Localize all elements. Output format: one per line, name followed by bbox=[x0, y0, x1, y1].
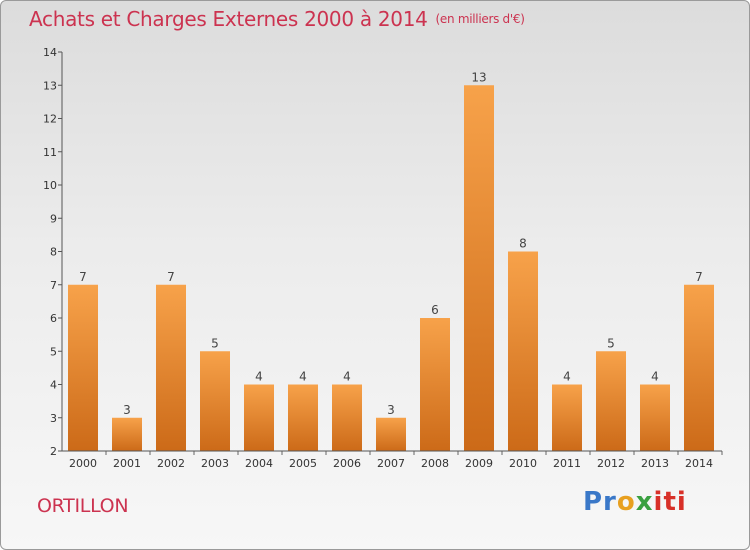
value-label-2011: 4 bbox=[563, 370, 571, 384]
bar-2006 bbox=[332, 384, 362, 451]
value-label-2002: 7 bbox=[167, 270, 175, 284]
y-tick-label-4: 4 bbox=[50, 379, 57, 392]
value-label-2004: 4 bbox=[255, 370, 263, 384]
bar-2005 bbox=[288, 384, 318, 451]
x-tick-label-2003: 2003 bbox=[201, 457, 229, 470]
y-tick-label-2: 2 bbox=[50, 445, 57, 458]
bar-2007 bbox=[376, 417, 406, 451]
chart-title: Achats et Charges Externes 2000 à 2014 (e… bbox=[29, 7, 525, 31]
y-tick-label-14: 14 bbox=[43, 46, 57, 59]
x-tick-label-2007: 2007 bbox=[377, 457, 405, 470]
logo-part-3: x bbox=[635, 487, 654, 517]
bars-layer: 7 3 7 5 4 4 4 3 6 13 8 4 5 4 7 bbox=[68, 70, 714, 451]
y-tick-label-7: 7 bbox=[50, 279, 57, 292]
y-tick-label-10: 10 bbox=[43, 179, 57, 192]
proxiti-logo[interactable]: Proxiti bbox=[583, 487, 687, 517]
chart-title-text: Achats et Charges Externes 2000 à 2014 bbox=[29, 7, 428, 31]
value-label-2007: 3 bbox=[387, 403, 395, 417]
bar-2014 bbox=[684, 284, 714, 451]
y-tick-label-8: 8 bbox=[50, 246, 57, 259]
bar-2008 bbox=[420, 318, 450, 451]
value-label-2010: 8 bbox=[519, 237, 527, 251]
bar-2003 bbox=[200, 351, 230, 451]
x-tick-label-2013: 2013 bbox=[641, 457, 669, 470]
value-label-2012: 5 bbox=[607, 336, 615, 350]
y-tick-label-9: 9 bbox=[50, 212, 57, 225]
x-tick-label-2014: 2014 bbox=[685, 457, 713, 470]
chart-unit: (en milliers d'€) bbox=[435, 12, 525, 26]
bar-2001 bbox=[112, 417, 142, 451]
value-label-2008: 6 bbox=[431, 303, 439, 317]
y-tick-label-12: 12 bbox=[43, 113, 57, 126]
value-label-2009: 13 bbox=[471, 70, 486, 84]
x-tick-label-2011: 2011 bbox=[553, 457, 581, 470]
value-label-2006: 4 bbox=[343, 370, 351, 384]
x-tick-label-2009: 2009 bbox=[465, 457, 493, 470]
bar-2000 bbox=[68, 284, 98, 451]
bar-2010 bbox=[508, 251, 538, 451]
bar-2002 bbox=[156, 284, 186, 451]
bar-2004 bbox=[244, 384, 274, 451]
y-tick-label-3: 3 bbox=[50, 412, 57, 425]
value-label-2005: 4 bbox=[299, 370, 307, 384]
bar-2009 bbox=[464, 85, 494, 451]
y-tick-label-6: 6 bbox=[50, 312, 57, 325]
x-tick-label-2010: 2010 bbox=[509, 457, 537, 470]
x-tick-label-2008: 2008 bbox=[421, 457, 449, 470]
bar-2011 bbox=[552, 384, 582, 451]
value-label-2001: 3 bbox=[123, 403, 131, 417]
value-label-2003: 5 bbox=[211, 336, 219, 350]
y-tick-label-13: 13 bbox=[43, 79, 57, 92]
x-tick-label-2006: 2006 bbox=[333, 457, 361, 470]
x-tick-label-2001: 2001 bbox=[113, 457, 141, 470]
x-tick-label-2000: 2000 bbox=[69, 457, 97, 470]
x-tick-label-2002: 2002 bbox=[157, 457, 185, 470]
axis-layer: 2000 2001 2002 2003 2004 2005 2006 2007 2008 2009… bbox=[43, 46, 723, 470]
x-tick-label-2012: 2012 bbox=[597, 457, 625, 470]
value-label-2013: 4 bbox=[651, 370, 659, 384]
bar-2013 bbox=[640, 384, 670, 451]
commune-name: ORTILLON bbox=[37, 495, 129, 517]
bar-2012 bbox=[596, 351, 626, 451]
x-tick-label-2005: 2005 bbox=[289, 457, 317, 470]
x-tick-label-2004: 2004 bbox=[245, 457, 273, 470]
value-label-2000: 7 bbox=[79, 270, 87, 284]
logo-part-1: Pr bbox=[583, 487, 617, 517]
logo-part-2: o bbox=[616, 487, 636, 517]
value-label-2014: 7 bbox=[695, 270, 703, 284]
y-tick-label-11: 11 bbox=[43, 146, 57, 159]
y-tick-label-5: 5 bbox=[50, 345, 57, 358]
logo-part-4: iti bbox=[653, 487, 687, 517]
